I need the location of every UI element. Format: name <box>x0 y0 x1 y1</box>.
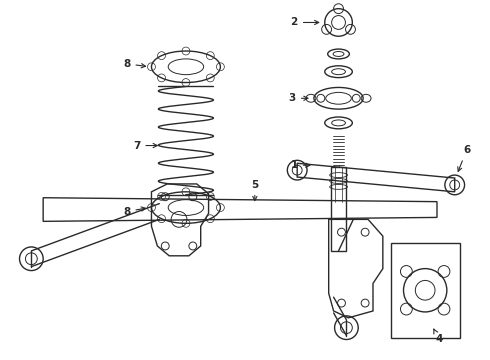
Text: 2: 2 <box>291 18 319 27</box>
Text: 8: 8 <box>123 207 146 216</box>
Text: 7: 7 <box>133 140 157 150</box>
Text: 1: 1 <box>291 160 310 170</box>
Text: 4: 4 <box>434 329 442 345</box>
Text: 3: 3 <box>289 93 308 103</box>
Text: 5: 5 <box>251 180 258 201</box>
Bar <box>331 167 346 251</box>
Text: 8: 8 <box>123 59 146 69</box>
Text: 6: 6 <box>458 145 470 171</box>
